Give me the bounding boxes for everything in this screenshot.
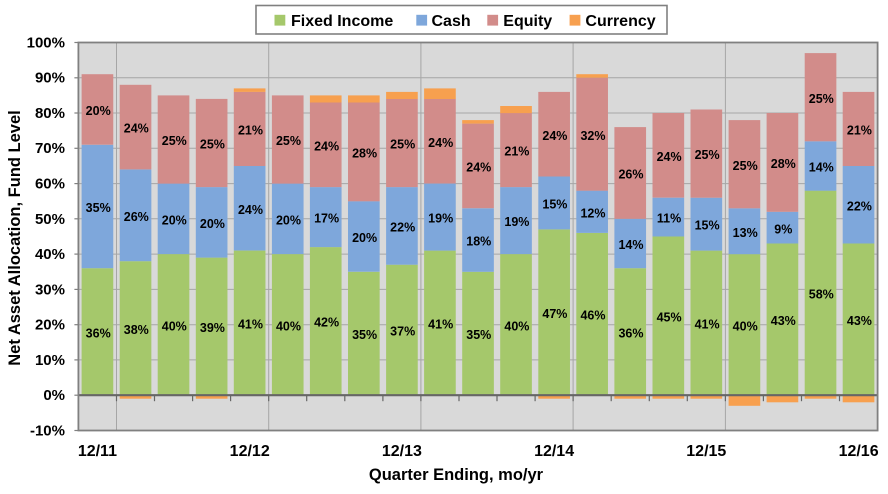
svg-text:20%: 20% [352,231,377,245]
svg-text:12/13: 12/13 [382,443,422,460]
svg-text:32%: 32% [580,129,605,143]
svg-text:19%: 19% [428,212,453,226]
svg-text:9%: 9% [774,222,792,236]
svg-text:19%: 19% [504,215,529,229]
svg-text:-10%: -10% [30,422,65,439]
svg-text:10%: 10% [35,352,65,369]
svg-text:36%: 36% [618,326,643,340]
svg-text:38%: 38% [124,323,149,337]
svg-text:45%: 45% [657,310,682,324]
svg-text:40%: 40% [504,319,529,333]
svg-text:24%: 24% [124,122,149,136]
svg-text:40%: 40% [35,246,65,263]
svg-text:41%: 41% [238,318,263,332]
svg-text:42%: 42% [314,316,339,330]
svg-text:47%: 47% [542,307,567,321]
svg-text:11%: 11% [657,212,681,226]
svg-text:25%: 25% [276,134,301,148]
svg-text:25%: 25% [200,138,225,152]
svg-text:12/16: 12/16 [839,443,879,460]
svg-text:26%: 26% [124,210,149,224]
svg-text:25%: 25% [390,138,415,152]
svg-text:Quarter Ending, mo/yr: Quarter Ending, mo/yr [369,466,544,484]
svg-text:21%: 21% [847,124,872,138]
svg-text:35%: 35% [86,201,111,215]
svg-text:Equity: Equity [503,13,552,30]
svg-text:15%: 15% [695,219,720,233]
svg-text:20%: 20% [86,104,111,118]
svg-text:20%: 20% [35,317,65,334]
svg-text:35%: 35% [466,328,491,342]
svg-text:40%: 40% [162,319,187,333]
svg-text:60%: 60% [35,176,65,193]
svg-text:25%: 25% [733,159,758,173]
svg-text:50%: 50% [35,211,65,228]
svg-text:41%: 41% [428,318,453,332]
svg-text:46%: 46% [580,309,605,323]
svg-text:43%: 43% [847,314,872,328]
svg-text:24%: 24% [542,129,567,143]
svg-text:Cash: Cash [432,13,471,30]
svg-text:21%: 21% [504,145,529,159]
svg-text:25%: 25% [695,148,720,162]
svg-text:0%: 0% [43,387,65,404]
svg-text:Net Asset Allocation, Fund Lev: Net Asset Allocation, Fund Level [6,110,24,365]
svg-text:20%: 20% [276,214,301,228]
svg-text:41%: 41% [695,318,720,332]
svg-text:12/15: 12/15 [686,443,726,460]
svg-text:35%: 35% [352,328,377,342]
svg-text:25%: 25% [162,134,187,148]
svg-text:18%: 18% [466,235,491,249]
svg-text:Fixed Income: Fixed Income [291,13,393,30]
svg-text:24%: 24% [238,203,263,217]
svg-text:15%: 15% [542,198,567,212]
svg-text:12%: 12% [580,206,605,220]
svg-text:12/11: 12/11 [78,443,117,460]
svg-text:24%: 24% [466,161,491,175]
svg-text:70%: 70% [35,140,65,157]
svg-text:43%: 43% [771,314,796,328]
svg-text:58%: 58% [809,288,834,302]
svg-text:21%: 21% [238,124,263,138]
svg-text:40%: 40% [733,319,758,333]
svg-text:28%: 28% [352,146,377,160]
svg-text:22%: 22% [390,221,415,235]
svg-text:20%: 20% [162,214,187,228]
svg-text:100%: 100% [27,34,65,51]
svg-text:26%: 26% [618,168,643,182]
svg-text:25%: 25% [809,92,834,106]
svg-text:24%: 24% [657,150,682,164]
svg-text:37%: 37% [390,325,415,339]
svg-text:80%: 80% [35,105,65,122]
svg-text:20%: 20% [200,217,225,231]
svg-text:Currency: Currency [585,13,655,30]
svg-text:14%: 14% [618,238,643,252]
svg-text:13%: 13% [733,226,758,240]
svg-text:40%: 40% [276,319,301,333]
svg-text:14%: 14% [809,161,834,175]
svg-text:90%: 90% [35,70,65,87]
svg-text:30%: 30% [35,281,65,298]
svg-text:36%: 36% [86,326,111,340]
svg-text:12/12: 12/12 [230,443,270,460]
svg-text:22%: 22% [847,199,872,213]
svg-text:24%: 24% [428,136,453,150]
svg-text:12/14: 12/14 [534,443,574,460]
svg-text:39%: 39% [200,321,225,335]
svg-text:17%: 17% [314,212,339,226]
svg-text:24%: 24% [314,139,339,153]
svg-text:28%: 28% [771,157,796,171]
